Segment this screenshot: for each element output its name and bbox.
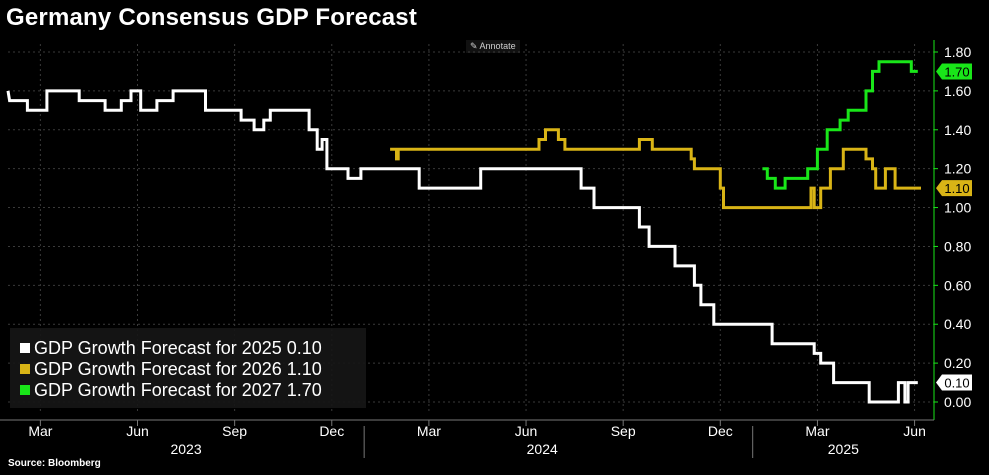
x-tick-label: Dec (708, 423, 733, 439)
x-tick-label: Sep (611, 423, 636, 439)
y-tick-label: 1.80 (944, 44, 971, 60)
year-label: 2023 (170, 441, 201, 457)
x-tick-label: Mar (28, 423, 52, 439)
x-tick-label: Jun (903, 423, 926, 439)
legend-swatch-2027 (20, 385, 30, 395)
legend-swatch-2025 (20, 343, 30, 353)
last-value-label: 1.70 (944, 64, 969, 79)
legend-swatch-2026 (20, 364, 30, 374)
y-tick-label: 0.80 (944, 238, 971, 254)
annotate-button[interactable]: ✎ Annotate (466, 40, 520, 53)
source-note: Source: Bloomberg (8, 458, 101, 469)
legend-label: GDP Growth Forecast for 2027 (34, 379, 282, 400)
last-value-label: 1.10 (944, 181, 969, 196)
x-tick-label: Jun (126, 423, 149, 439)
series-line-2025 (6, 89, 918, 404)
x-tick-label: Sep (222, 423, 247, 439)
y-tick-label: 1.00 (944, 200, 971, 216)
legend-label: GDP Growth Forecast for 2025 (34, 337, 282, 358)
y-tick-label: 0.40 (944, 316, 971, 332)
x-tick-label: Mar (805, 423, 829, 439)
annotate-label: Annotate (479, 41, 516, 51)
year-label: 2024 (527, 441, 558, 457)
last-value-label: 0.10 (944, 376, 969, 391)
y-tick-label: 0.60 (944, 277, 971, 293)
legend: GDP Growth Forecast for 2025 0.10 GDP Gr… (10, 328, 366, 408)
legend-value: 1.70 (286, 379, 322, 400)
y-tick-label: 1.60 (944, 83, 971, 99)
last-value-tag (936, 180, 972, 197)
legend-item-2026[interactable]: GDP Growth Forecast for 2026 1.10 (20, 359, 322, 379)
legend-value: 1.10 (286, 358, 322, 379)
year-label: 2025 (828, 441, 859, 457)
x-tick-label: Dec (319, 423, 344, 439)
y-tick-label: 0.20 (944, 355, 971, 371)
series-line-2026 (390, 128, 921, 210)
legend-item-2025[interactable]: GDP Growth Forecast for 2025 0.10 (20, 338, 322, 358)
last-value-tag (936, 63, 972, 80)
pencil-icon: ✎ (470, 41, 478, 51)
y-tick-label: 1.40 (944, 122, 971, 138)
legend-item-2027[interactable]: GDP Growth Forecast for 2027 1.70 (20, 380, 322, 400)
series-line-2027 (762, 60, 918, 190)
chart-title: Germany Consensus GDP Forecast (6, 4, 418, 31)
legend-label: GDP Growth Forecast for 2026 (34, 358, 282, 379)
x-tick-label: Mar (417, 423, 441, 439)
last-value-tag (936, 374, 972, 391)
y-tick-label: 1.20 (944, 161, 971, 177)
x-tick-label: Jun (515, 423, 538, 439)
legend-value: 0.10 (286, 337, 322, 358)
y-tick-label: 0.00 (944, 394, 971, 410)
